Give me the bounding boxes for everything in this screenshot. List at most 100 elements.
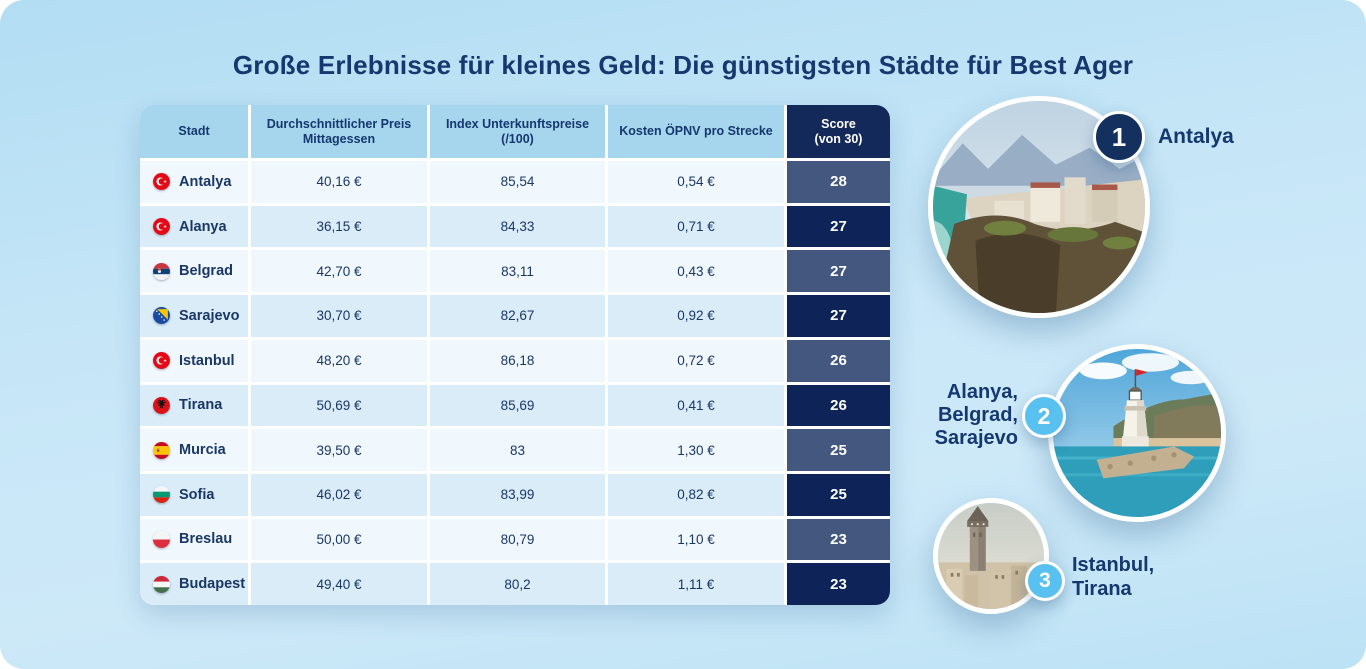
serbia-flag-icon <box>153 262 170 280</box>
column-header-stadt: Stadt <box>140 105 248 158</box>
transit-cost-cell: 0,71 € <box>608 205 784 248</box>
bulgaria-flag-icon <box>153 486 170 504</box>
istanbul-galata-photo <box>933 498 1049 614</box>
city-name: Tirana <box>179 397 223 414</box>
score-cell: 23 <box>787 563 890 605</box>
score-cell: 23 <box>787 518 890 561</box>
table-row-city-cell: Murcia <box>140 429 248 471</box>
transit-cost-cell: 0,92 € <box>608 295 784 337</box>
column-header-line: Mittagessen <box>302 131 376 146</box>
table-row-city-cell: Alanya <box>140 205 248 248</box>
city-name: Sarajevo <box>179 307 240 324</box>
accommodation-index-cell: 85,69 <box>430 384 605 427</box>
score-cell: 27 <box>787 250 890 293</box>
bosnia-flag-icon <box>153 307 170 325</box>
accommodation-index-cell: 85,54 <box>430 161 605 203</box>
lunch-price-cell: 50,69 € <box>251 384 427 427</box>
city-name: Istanbul <box>179 352 235 369</box>
score-cell: 26 <box>787 339 890 382</box>
spain-flag-icon <box>153 441 170 459</box>
turkey-flag-icon <box>153 352 170 370</box>
column-header-line: Kosten ÖPNV pro Strecke <box>619 124 773 138</box>
column-header-index: Index Unterkunftspreise (/100) <box>430 105 605 158</box>
lunch-price-cell: 48,20 € <box>251 339 427 382</box>
table-row-city-cell: Tirana <box>140 384 248 427</box>
column-header-line: Stadt <box>178 124 210 138</box>
rank-label-line: Antalya <box>1158 125 1234 148</box>
accommodation-index-cell: 83 <box>430 429 605 471</box>
transit-cost-cell: 0,72 € <box>608 339 784 382</box>
column-header-line: Index Unterkunftspreise <box>445 116 590 131</box>
rank-label-line: Sarajevo <box>934 427 1018 449</box>
score-cell: 26 <box>787 384 890 427</box>
lunch-price-cell: 42,70 € <box>251 250 427 293</box>
rank-label-line: Istanbul, <box>1072 554 1155 576</box>
accommodation-index-cell: 80,79 <box>430 518 605 561</box>
city-name: Breslau <box>179 531 233 548</box>
accommodation-index-cell: 83,99 <box>430 473 605 516</box>
city-name: Alanya <box>179 218 227 235</box>
lunch-price-cell: 46,02 € <box>251 473 427 516</box>
turkey-flag-icon <box>153 173 170 191</box>
alanya-lighthouse-photo <box>1048 344 1226 522</box>
city-name: Murcia <box>179 442 226 459</box>
city-name: Budapest <box>179 576 246 593</box>
transit-cost-cell: 1,30 € <box>608 429 784 471</box>
city-cost-table: Stadt Durchschnittlicher Preis Mittagessen… <box>140 105 890 605</box>
transit-cost-cell: 0,41 € <box>608 384 784 427</box>
poland-flag-icon <box>153 530 170 548</box>
transit-cost-cell: 1,10 € <box>608 518 784 561</box>
rank-label-line: Tirana <box>1072 578 1132 600</box>
accommodation-index-cell: 86,18 <box>430 339 605 382</box>
table-row-city-cell: Antalya <box>140 161 248 203</box>
score-cell: 27 <box>787 295 890 337</box>
city-name: Sofia <box>179 486 215 503</box>
column-header-line: Durchschnittlicher Preis <box>266 116 412 131</box>
score-cell: 25 <box>787 429 890 471</box>
column-header-score: Score (von 30) <box>787 105 890 158</box>
lunch-price-cell: 39,50 € <box>251 429 427 471</box>
rank-label-line: Alanya, <box>946 381 1018 403</box>
rank-1-label: Antalya <box>1158 124 1234 150</box>
score-cell: 28 <box>787 161 890 203</box>
table-row-city-cell: Sarajevo <box>140 295 248 337</box>
city-name: Antalya <box>179 173 232 190</box>
rank-1-badge: 1 <box>1093 111 1145 163</box>
rank-3-badge: 3 <box>1025 561 1065 601</box>
accommodation-index-cell: 82,67 <box>430 295 605 337</box>
rank-3-label: Istanbul, Tirana <box>1072 553 1154 601</box>
rank-2-label: Alanya, Belgrad, Sarajevo <box>880 381 1018 450</box>
lunch-price-cell: 40,16 € <box>251 161 427 203</box>
column-header-line: Score <box>821 116 856 131</box>
table-row-city-cell: Istanbul <box>140 339 248 382</box>
transit-cost-cell: 0,43 € <box>608 250 784 293</box>
lunch-price-cell: 50,00 € <box>251 518 427 561</box>
table-row-city-cell: Belgrad <box>140 250 248 293</box>
lunch-price-cell: 30,70 € <box>251 295 427 337</box>
turkey-flag-icon <box>153 218 170 236</box>
lunch-price-cell: 49,40 € <box>251 563 427 605</box>
page-title: Große Erlebnisse für kleines Geld: Die g… <box>232 50 1134 80</box>
transit-cost-cell: 0,82 € <box>608 473 784 516</box>
column-header-line: (/100) <box>501 131 534 146</box>
transit-cost-cell: 0,54 € <box>608 161 784 203</box>
lunch-price-cell: 36,15 € <box>251 205 427 248</box>
column-header-transit: Kosten ÖPNV pro Strecke <box>608 105 784 158</box>
accommodation-index-cell: 83,11 <box>430 250 605 293</box>
column-header-line: (von 30) <box>814 131 863 146</box>
score-cell: 25 <box>787 473 890 516</box>
score-cell: 27 <box>787 205 890 248</box>
column-header-lunch: Durchschnittlicher Preis Mittagessen <box>251 105 427 158</box>
accommodation-index-cell: 80,2 <box>430 563 605 605</box>
table-row-city-cell: Sofia <box>140 473 248 516</box>
hungary-flag-icon <box>153 575 170 593</box>
rank-label-line: Belgrad, <box>937 404 1018 426</box>
table-row-city-cell: Breslau <box>140 518 248 561</box>
table-row-city-cell: Budapest <box>140 563 248 605</box>
city-name: Belgrad <box>179 263 233 280</box>
rank-2-badge: 2 <box>1022 394 1066 438</box>
transit-cost-cell: 1,11 € <box>608 563 784 605</box>
accommodation-index-cell: 84,33 <box>430 205 605 248</box>
albania-flag-icon <box>153 396 170 414</box>
